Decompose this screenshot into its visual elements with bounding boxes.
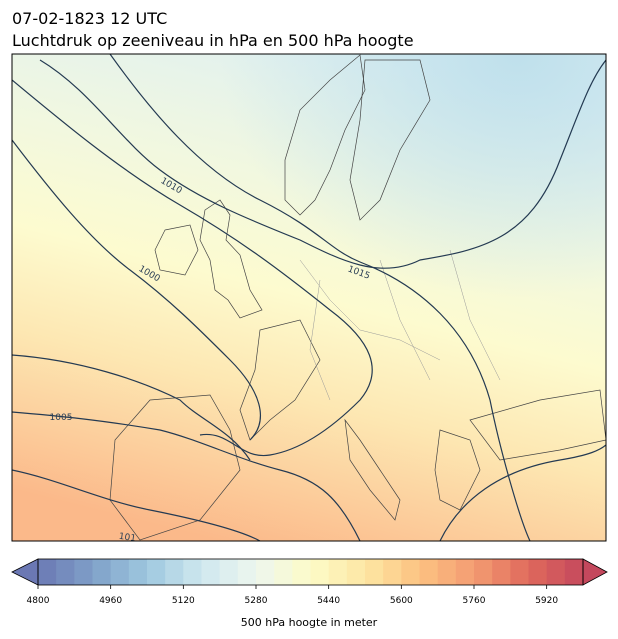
- colorbar-step: [219, 559, 239, 585]
- colorbar-step: [56, 559, 75, 585]
- colorbar-step: [92, 559, 112, 585]
- colorbar-step: [510, 559, 529, 585]
- isobar-label: 1005: [50, 413, 73, 423]
- colorbar-step: [437, 559, 457, 585]
- colorbar-step: [165, 559, 184, 585]
- colorbar-step: [147, 559, 166, 585]
- colorbar-step: [128, 559, 148, 585]
- colorbar-step: [528, 559, 548, 585]
- colorbar-step: [183, 559, 202, 585]
- colorbar-tick-label: 4800: [27, 596, 50, 606]
- colorbar-tick-label: 5280: [245, 596, 268, 606]
- isobar-label: 101: [118, 532, 136, 544]
- colorbar-step: [455, 559, 475, 585]
- colorbar-step: [401, 559, 420, 585]
- colorbar-step: [419, 559, 439, 585]
- colorbar-extend-low: [11, 558, 39, 586]
- colorbar-step: [237, 559, 257, 585]
- colorbar-step: [492, 559, 511, 585]
- colorbar-step: [74, 559, 93, 585]
- title: 07-02-1823 12 UTC: [12, 9, 167, 28]
- subtitle: Luchtdruk op zeeniveau in hPa en 500 hPa…: [12, 31, 414, 50]
- colorbar-step: [546, 559, 566, 585]
- colorbar-frame: [37, 558, 584, 586]
- colorbar-step: [365, 559, 384, 585]
- colorbar-extend-high: [582, 558, 608, 586]
- colorbar-tick-label: 5120: [172, 596, 195, 606]
- colorbar-step: [110, 559, 130, 585]
- colorbar-step: [383, 559, 402, 585]
- colorbar-tick-label: 5760: [463, 596, 486, 606]
- colorbar-step: [201, 559, 221, 585]
- colorbar-tick-label: 5920: [535, 596, 558, 606]
- map-frame: [11, 53, 607, 542]
- colorbar-step: [292, 559, 311, 585]
- colorbar-label: 500 hPa hoogte in meter: [241, 616, 378, 629]
- colorbar-step: [274, 559, 293, 585]
- map: 1010 1000 1015 1005 101: [12, 54, 606, 544]
- colorbar-step: [38, 559, 57, 585]
- colorbar-step: [310, 559, 330, 585]
- colorbar-step: [346, 559, 366, 585]
- colorbar-step: [564, 559, 584, 585]
- colorbar: 4800 4960 5120 5280 5440 5600 5760 5920: [11, 558, 608, 606]
- colorbar-step: [474, 559, 493, 585]
- colorbar-tick-label: 5440: [317, 596, 340, 606]
- colorbar-step: [256, 559, 275, 585]
- colorbar-step: [328, 559, 348, 585]
- colorbar-tick-label: 5600: [390, 596, 413, 606]
- colorbar-tick-label: 4960: [99, 596, 122, 606]
